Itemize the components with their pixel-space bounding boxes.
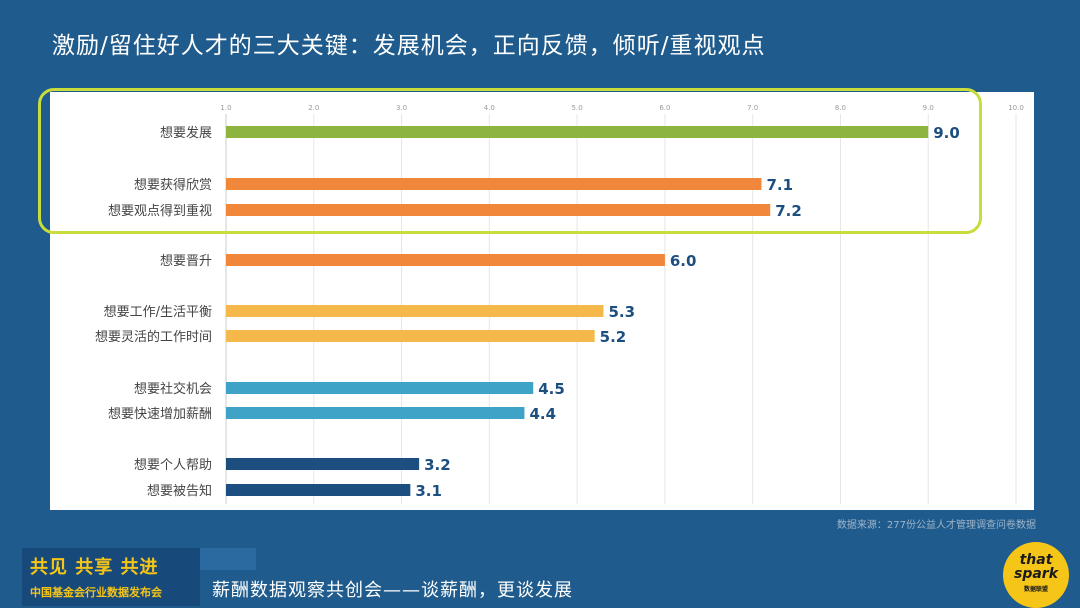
value-label: 7.2 bbox=[775, 202, 802, 220]
x-tick-label: 5.0 bbox=[572, 104, 583, 112]
footer-slogan: 共见 共享 共进 bbox=[30, 557, 159, 578]
x-tick-label: 3.0 bbox=[396, 104, 407, 112]
logo-subtext: 数据联盟 bbox=[1023, 586, 1048, 593]
chart-panel: 1.0 2.0 3.0 4.0 5.0 6.0 7.0 8.0 9.0 10.0 想要发展 9.0 想要… bbox=[50, 92, 1034, 510]
category-label: 想要观点得到重视 bbox=[108, 203, 212, 219]
logo-text-spark: spark bbox=[1013, 566, 1059, 582]
value-label: 3.1 bbox=[415, 482, 442, 500]
that-spark-logo: that spark 数据联盟 bbox=[1003, 542, 1069, 608]
bar bbox=[226, 126, 929, 138]
bar bbox=[226, 382, 534, 394]
category-label: 想要发展 bbox=[160, 125, 212, 141]
data-source-note: 数据来源：277份公益人才管理调查问卷数据 bbox=[836, 520, 1036, 531]
category-label: 想要获得欣赏 bbox=[134, 177, 212, 193]
x-tick-label: 4.0 bbox=[484, 104, 495, 112]
category-label: 想要个人帮助 bbox=[134, 457, 212, 473]
footer-org-name: 中国基金会行业数据发布会 bbox=[30, 586, 162, 599]
x-tick-label: 2.0 bbox=[308, 104, 319, 112]
value-label: 7.1 bbox=[766, 176, 793, 194]
logo-text-that: that bbox=[1019, 552, 1053, 568]
value-label: 5.3 bbox=[608, 303, 635, 321]
value-label: 5.2 bbox=[600, 328, 627, 346]
bar bbox=[226, 254, 665, 266]
value-label: 3.2 bbox=[424, 456, 451, 474]
category-label: 想要社交机会 bbox=[134, 381, 212, 397]
x-tick-label: 7.0 bbox=[747, 104, 758, 112]
x-tick-label: 9.0 bbox=[923, 104, 934, 112]
slogan-box-accent bbox=[200, 548, 256, 570]
slogan-box bbox=[22, 548, 200, 606]
x-tick-label: 8.0 bbox=[835, 104, 846, 112]
bar bbox=[226, 484, 411, 496]
value-label: 6.0 bbox=[670, 252, 697, 270]
x-tick-label: 6.0 bbox=[659, 104, 670, 112]
category-label: 想要快速增加薪酬 bbox=[108, 406, 212, 422]
bar bbox=[226, 178, 762, 190]
value-label: 4.5 bbox=[538, 380, 565, 398]
bar bbox=[226, 458, 420, 470]
x-tick-label: 10.0 bbox=[1008, 104, 1024, 112]
category-label: 想要被告知 bbox=[147, 483, 212, 499]
bar-chart: 1.0 2.0 3.0 4.0 5.0 6.0 7.0 8.0 9.0 10.0 想要发展 9.0 想要… bbox=[95, 104, 1024, 504]
bar bbox=[226, 204, 771, 216]
bar bbox=[226, 407, 525, 419]
category-label: 想要晋升 bbox=[160, 253, 212, 269]
page-title: 激励/留住好人才的三大关键：发展机会，正向反馈，倾听/重视观点 bbox=[52, 33, 766, 59]
category-label: 想要灵活的工作时间 bbox=[95, 329, 212, 345]
x-tick-label: 1.0 bbox=[220, 104, 231, 112]
bar bbox=[226, 305, 604, 317]
footer-subtitle: 薪酬数据观察共创会——谈薪酬，更谈发展 bbox=[212, 580, 573, 601]
bar bbox=[226, 330, 595, 342]
value-label: 9.0 bbox=[933, 124, 960, 142]
category-label: 想要工作/生活平衡 bbox=[104, 304, 212, 320]
value-label: 4.4 bbox=[529, 405, 556, 423]
